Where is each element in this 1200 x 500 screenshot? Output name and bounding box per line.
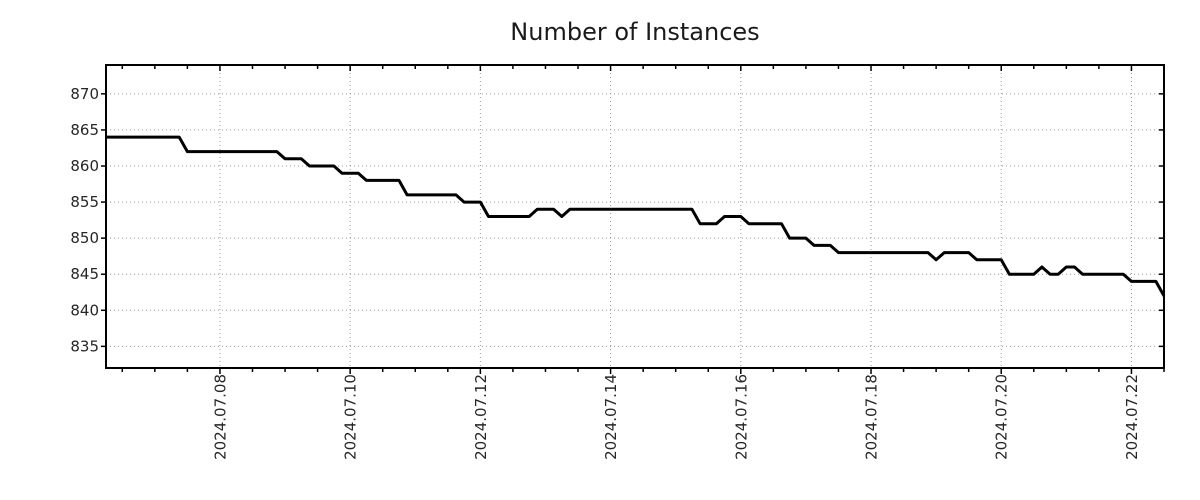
y-tick-label: 855	[70, 193, 99, 211]
y-tick-label: 860	[70, 157, 99, 175]
x-tick-label: 2024.07.18	[863, 374, 881, 460]
chart-title: Number of Instances	[510, 18, 759, 46]
gridlines	[106, 65, 1164, 368]
x-tick-label: 2024.07.22	[1123, 374, 1141, 460]
y-tick-label: 845	[70, 265, 99, 283]
y-tick-label: 835	[70, 337, 99, 355]
x-tick-label: 2024.07.20	[993, 374, 1011, 460]
tick-marks	[101, 65, 1165, 374]
x-tick-label: 2024.07.14	[602, 374, 620, 460]
tick-labels: 835 840 845 850 855 860 865 870 2024.07.08 2024.0…	[70, 85, 1141, 460]
y-tick-label: 870	[70, 85, 99, 103]
series-line-group	[106, 135, 1166, 297]
x-tick-label: 2024.07.10	[342, 374, 360, 460]
x-tick-label: 2024.07.16	[732, 374, 750, 460]
plot-border-rect	[105, 64, 1165, 369]
x-tick-label: 2024.07.08	[211, 374, 229, 460]
instances-series-line	[106, 135, 1166, 297]
x-tick-label: 2024.07.12	[472, 374, 490, 460]
y-tick-label: 865	[70, 121, 99, 139]
y-tick-label: 850	[70, 229, 99, 247]
y-tick-label: 840	[70, 301, 99, 319]
plot-border	[105, 64, 1165, 369]
